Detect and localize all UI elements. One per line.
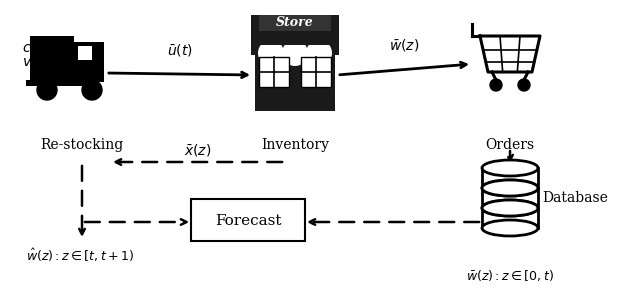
Text: Orders: Orders	[485, 138, 534, 152]
Circle shape	[306, 40, 332, 66]
Ellipse shape	[482, 200, 538, 216]
Text: $\bar{w}(z): z \in [0, t)$: $\bar{w}(z): z \in [0, t)$	[466, 268, 554, 283]
Ellipse shape	[482, 180, 538, 196]
Bar	[482, 168, 538, 188]
Circle shape	[258, 40, 284, 66]
Circle shape	[490, 79, 502, 91]
Ellipse shape	[482, 220, 538, 236]
Text: Database: Database	[542, 191, 608, 205]
FancyBboxPatch shape	[191, 199, 305, 241]
Ellipse shape	[482, 160, 538, 176]
Bar	[74, 42, 104, 82]
Bar	[251, 15, 339, 45]
Text: $v_{max}$: $v_{max}$	[22, 57, 54, 71]
Bar	[301, 57, 331, 87]
Bar	[259, 57, 289, 87]
Bar	[78, 46, 92, 60]
Text: $\bar{w}(z)$: $\bar{w}(z)$	[389, 37, 420, 53]
Circle shape	[518, 79, 530, 91]
Text: $\bar{u}(t)$: $\bar{u}(t)$	[166, 42, 193, 58]
Ellipse shape	[482, 180, 538, 196]
Bar	[482, 188, 538, 208]
Text: $c_{max}$: $c_{max}$	[22, 43, 53, 57]
Ellipse shape	[482, 200, 538, 216]
Circle shape	[282, 40, 308, 66]
Bar	[482, 208, 538, 228]
Text: $\bar{x}(z)$: $\bar{x}(z)$	[184, 142, 211, 158]
Bar	[251, 15, 339, 55]
Bar	[26, 80, 88, 86]
Circle shape	[82, 80, 102, 100]
Text: Inventory: Inventory	[261, 138, 329, 152]
Bar	[255, 53, 335, 111]
Bar	[259, 15, 331, 31]
Bar	[30, 36, 74, 82]
Text: Store: Store	[276, 15, 314, 28]
Text: Re-stocking: Re-stocking	[40, 138, 124, 152]
Circle shape	[37, 80, 57, 100]
Text: Forecast: Forecast	[215, 214, 281, 228]
Text: $\hat{w}(z): z \in [t, t+1)$: $\hat{w}(z): z \in [t, t+1)$	[26, 247, 134, 264]
